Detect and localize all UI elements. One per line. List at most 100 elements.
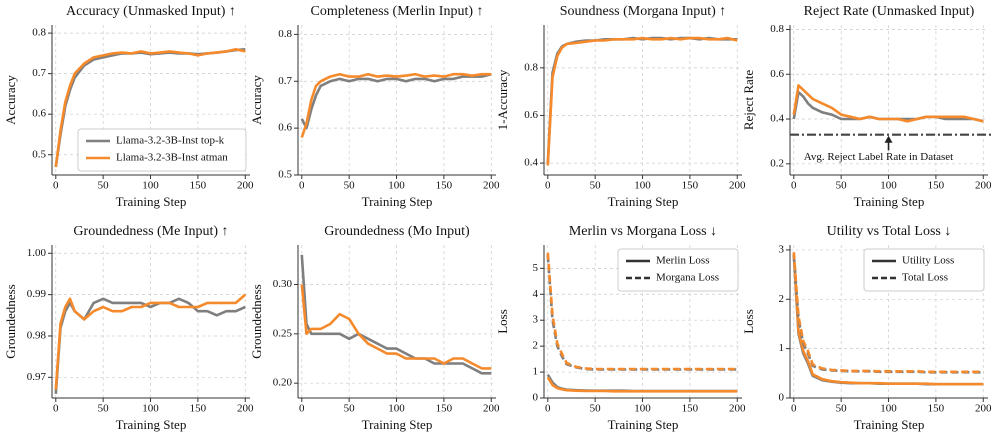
x-tick-label: 0 — [299, 180, 305, 192]
y-tick-label: 0.5 — [278, 169, 292, 181]
y-axis-label: Groundedness — [3, 284, 18, 358]
x-tick-label: 100 — [388, 403, 405, 415]
series-line — [54, 48, 246, 168]
chart-title: Accuracy (Unmasked Input) ↑ — [66, 4, 236, 19]
legend-box — [863, 248, 985, 292]
y-tick-label: 0 — [779, 392, 785, 404]
x-tick-label: 200 — [729, 180, 746, 192]
x-tick-label: 50 — [344, 403, 356, 415]
x-axis-label: Training Step — [854, 194, 925, 209]
x-axis-label: Training Step — [362, 194, 433, 209]
y-axis-label: 1-Accuracy — [495, 69, 510, 130]
x-tick-label: 50 — [98, 403, 110, 415]
y-axis-label: Loss — [741, 309, 756, 334]
series-line — [792, 252, 984, 386]
x-tick-label: 200 — [975, 180, 992, 192]
x-tick-label: 100 — [634, 180, 651, 192]
x-tick-label: 100 — [388, 180, 405, 192]
series-line — [300, 72, 492, 138]
y-tick-label: 0.6 — [770, 68, 784, 80]
x-tick-label: 200 — [483, 403, 500, 415]
y-tick-label: 0.2 — [770, 157, 784, 169]
x-tick-label: 150 — [682, 403, 699, 415]
chart-title: Soundness (Morgana Input) ↑ — [560, 4, 727, 19]
x-tick-label: 150 — [928, 403, 945, 415]
series-line — [300, 72, 492, 130]
y-tick-label: 0.8 — [278, 28, 292, 40]
series-line — [546, 252, 738, 371]
legend-label: Total Loss — [902, 272, 948, 284]
y-tick-label: 0.8 — [32, 27, 46, 39]
x-tick-label: 50 — [344, 180, 356, 192]
x-tick-label: 100 — [142, 403, 159, 415]
y-axis-label: Reject Rate — [741, 70, 756, 131]
y-tick-label: 0 — [533, 392, 539, 404]
series-line — [54, 293, 247, 390]
x-tick-label: 0 — [53, 403, 59, 415]
legend-box — [77, 128, 247, 172]
subplot: Soundness (Morgana Input) ↑ Training Step… — [495, 4, 746, 209]
x-axis-label: Training Step — [608, 417, 679, 432]
series-line — [300, 284, 492, 370]
chart-title: Groundedness (Mo Input) — [324, 224, 470, 239]
y-tick-label: 0.8 — [524, 61, 538, 73]
y-tick-label: 1.00 — [27, 247, 47, 259]
x-tick-label: 50 — [98, 180, 110, 192]
x-axis-label: Training Step — [854, 417, 925, 432]
y-tick-label: 0.5 — [32, 148, 46, 160]
x-axis-label: Training Step — [116, 417, 187, 432]
series-line — [300, 254, 492, 375]
x-axis-label: Training Step — [362, 417, 433, 432]
y-tick-label: 0.6 — [524, 109, 538, 121]
x-tick-label: 50 — [836, 180, 848, 192]
x-tick-label: 0 — [791, 180, 797, 192]
x-axis-label: Training Step — [116, 194, 187, 209]
x-tick-label: 0 — [791, 403, 797, 415]
y-tick-label: 0.8 — [770, 23, 784, 35]
y-tick-label: 2 — [533, 340, 539, 352]
x-tick-label: 150 — [190, 180, 207, 192]
chart-title: Utility vs Total Loss ↓ — [827, 224, 952, 239]
y-tick-label: 0.98 — [27, 330, 47, 342]
chart-title: Completeness (Merlin Input) ↑ — [310, 4, 483, 19]
x-tick-label: 50 — [590, 403, 602, 415]
x-tick-label: 0 — [53, 180, 59, 192]
y-axis-label: Accuracy — [3, 75, 18, 125]
x-tick-label: 200 — [729, 403, 746, 415]
x-tick-label: 100 — [142, 180, 159, 192]
x-tick-label: 50 — [590, 180, 602, 192]
y-tick-label: 0.25 — [273, 327, 293, 339]
subplot: Reject Rate (Unmasked Input) Training Ste… — [741, 4, 994, 209]
subplot: Utility vs Total Loss ↓ Training Step Loss… — [741, 224, 992, 432]
y-tick-label: 1 — [533, 366, 539, 378]
x-tick-label: 0 — [299, 403, 305, 415]
x-tick-label: 150 — [928, 180, 945, 192]
x-tick-label: 50 — [836, 403, 848, 415]
x-tick-label: 150 — [190, 403, 207, 415]
y-tick-label: 2 — [779, 293, 785, 305]
y-tick-label: 4 — [533, 288, 539, 300]
chart-title: Groundedness (Me Input) ↑ — [73, 224, 228, 239]
y-tick-label: 0.7 — [32, 67, 46, 79]
chart-title: Reject Rate (Unmasked Input) — [804, 4, 975, 19]
x-tick-label: 100 — [634, 403, 651, 415]
legend-label: Morgana Loss — [656, 272, 719, 284]
y-tick-label: 3 — [779, 243, 785, 255]
series-line — [792, 84, 984, 123]
arrow-head — [884, 135, 893, 143]
series-line — [546, 36, 738, 166]
x-axis-label: Training Step — [608, 194, 679, 209]
y-tick-label: 3 — [533, 314, 539, 326]
x-tick-label: 200 — [483, 180, 500, 192]
legend-label: Llama-3.2-3B-Inst atman — [116, 152, 228, 164]
y-tick-label: 0.4 — [770, 113, 784, 125]
x-tick-label: 150 — [436, 180, 453, 192]
x-tick-label: 200 — [975, 403, 992, 415]
subplot: Groundedness (Me Input) ↑ Training Step Gr… — [3, 224, 254, 432]
subplot: Merlin vs Morgana Loss ↓ Training Step Los… — [495, 224, 746, 432]
y-tick-label: 5 — [533, 262, 539, 274]
y-tick-label: 0.7 — [278, 75, 292, 87]
x-tick-label: 200 — [237, 403, 254, 415]
